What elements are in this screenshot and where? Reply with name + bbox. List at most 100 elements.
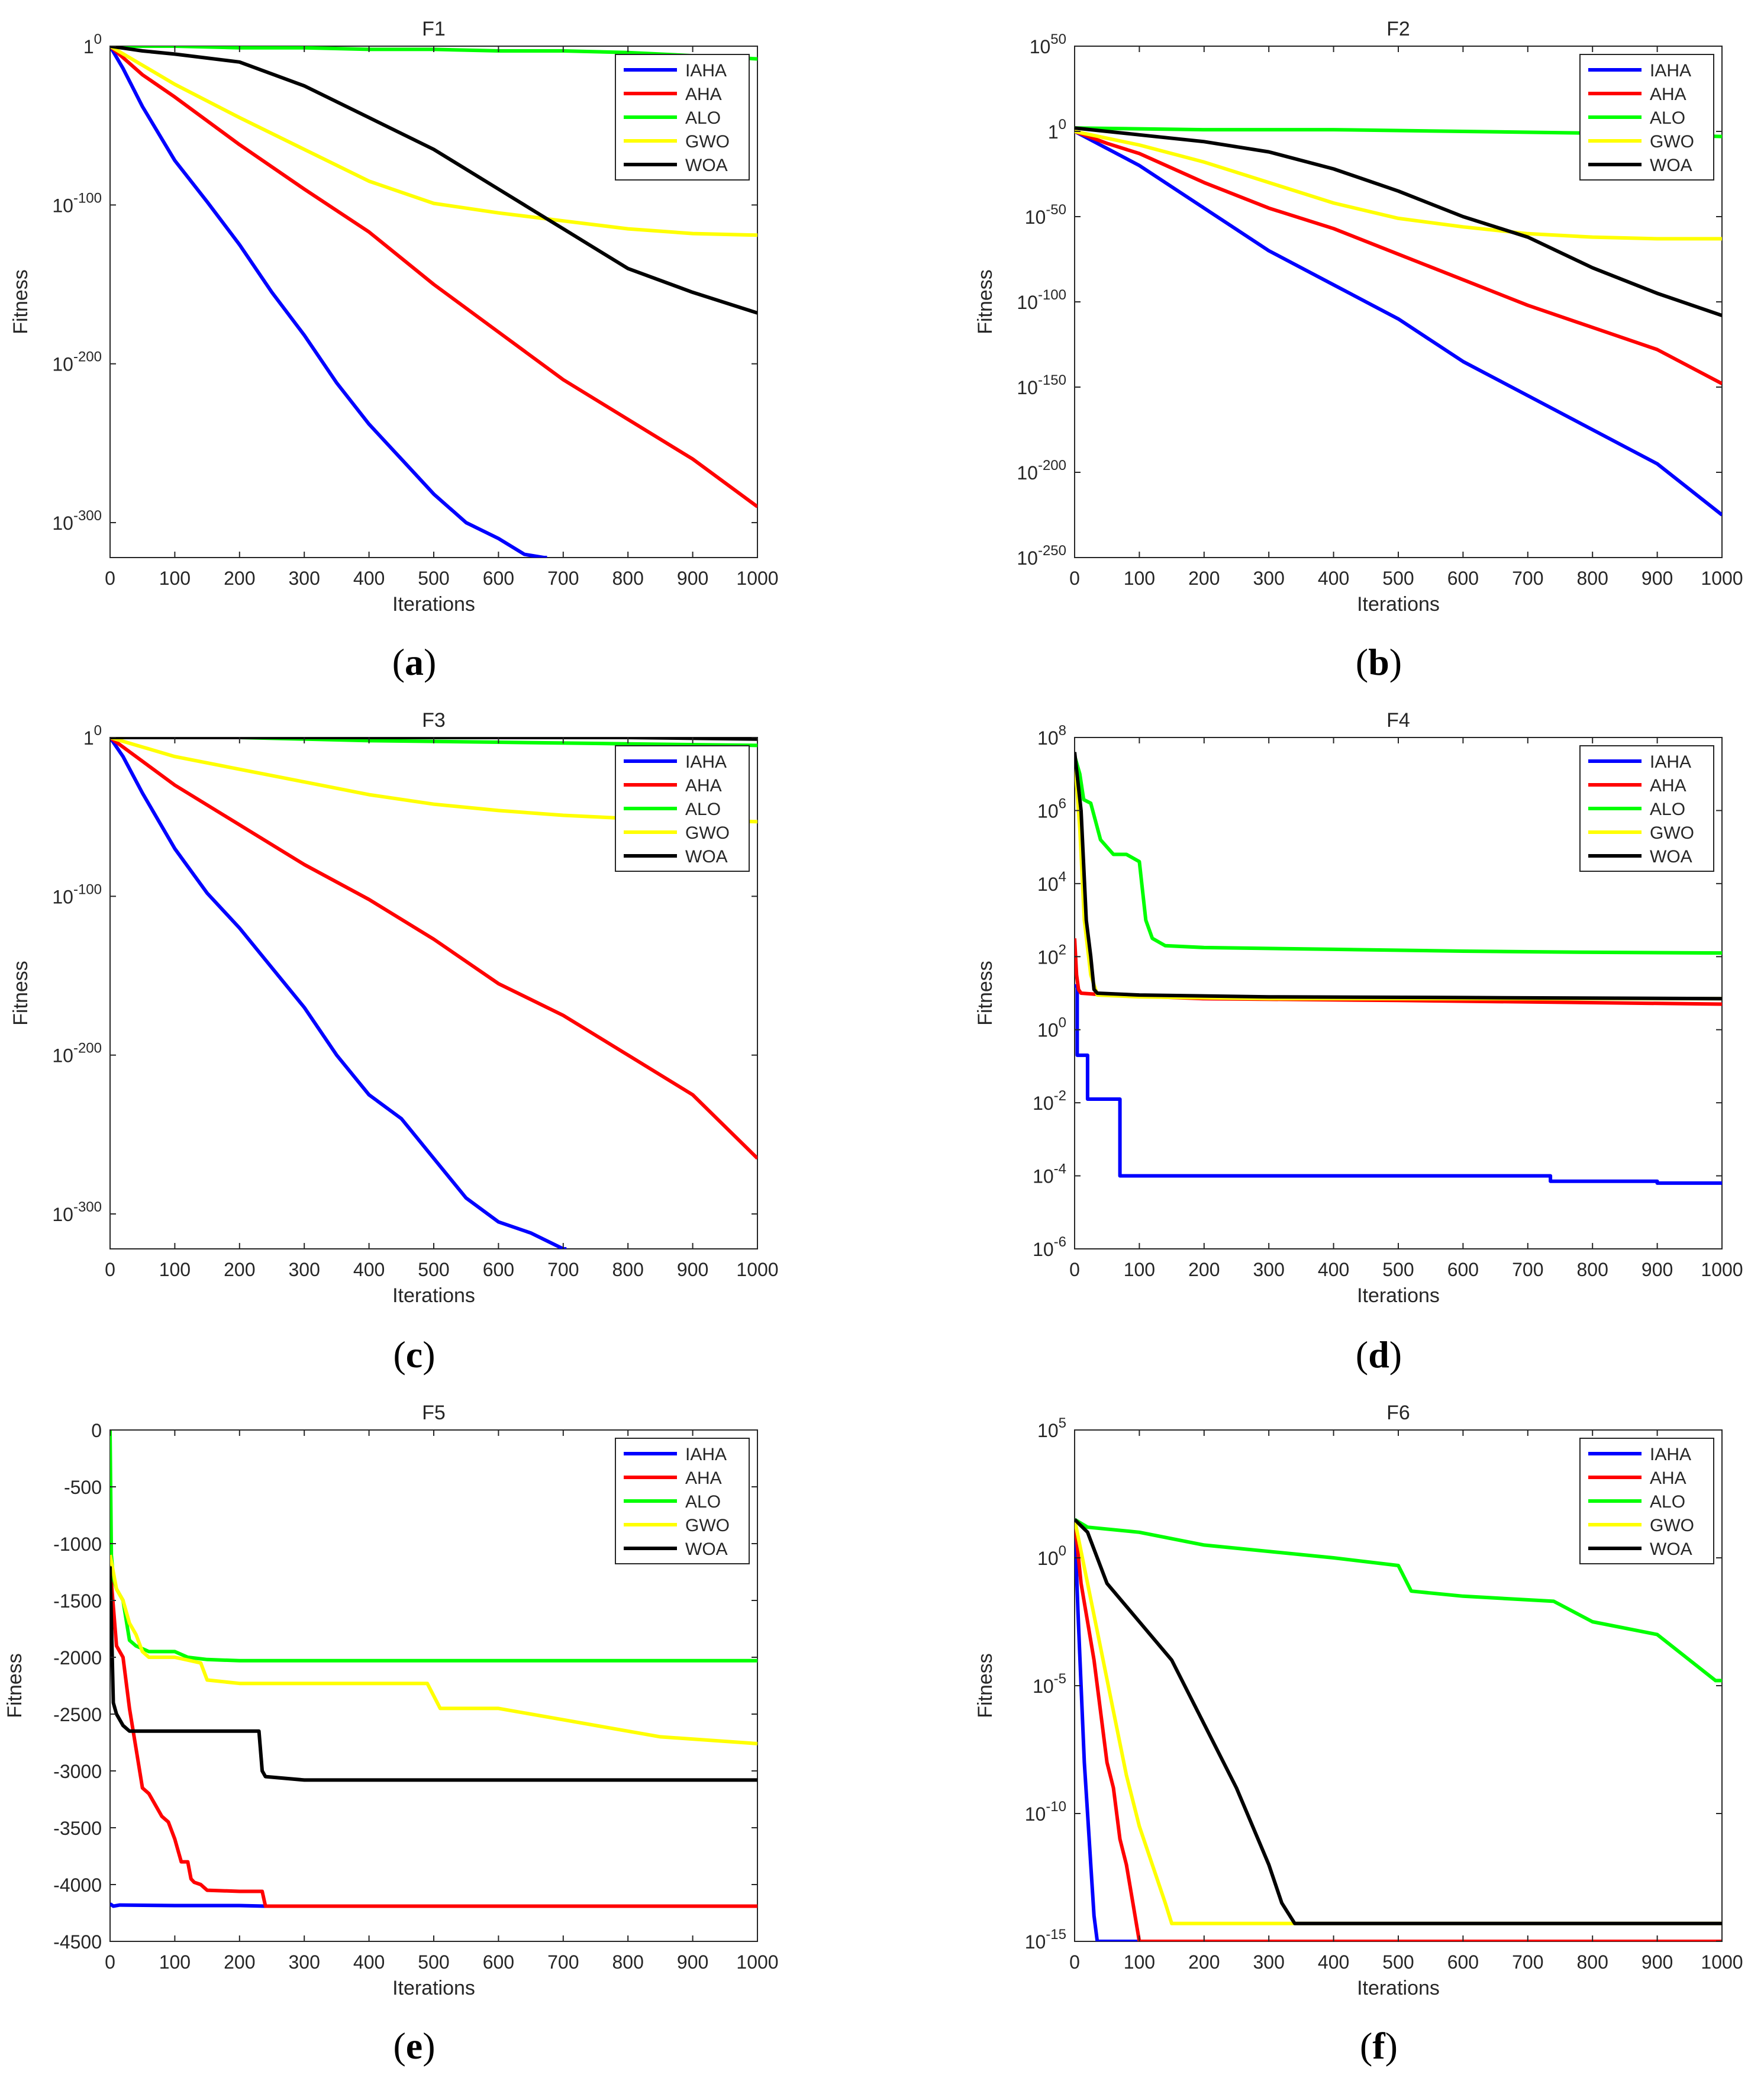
legend-label-woa: WOA <box>1650 156 1692 175</box>
legend-label-gwo: GWO <box>685 1516 730 1535</box>
y-tick-label: -3500 <box>53 1818 102 1839</box>
x-tick-label: 300 <box>1253 1951 1285 1973</box>
panel-label: (a) <box>392 641 437 683</box>
y-axis-label: Fitness <box>4 1653 26 1718</box>
x-tick-label: 0 <box>105 568 115 589</box>
x-tick-label: 700 <box>547 1259 579 1280</box>
y-tick-label: 10 <box>1048 117 1066 143</box>
x-tick-label: 900 <box>677 568 708 589</box>
y-tick-label: 10-100 <box>1017 287 1066 313</box>
x-tick-label: 700 <box>547 568 579 589</box>
chart-title: F6 <box>1386 1402 1410 1424</box>
x-tick-label: 1000 <box>1701 568 1743 589</box>
series-line-iaha <box>110 737 567 1249</box>
series-line-iaha <box>1075 1519 1722 1941</box>
chart-title: F2 <box>1386 18 1410 40</box>
panel-label: (f) <box>1360 2025 1398 2067</box>
chart-panel-f1: 0 100 200 300 400 500 600 700 800 900 1000 10 10-100… <box>9 18 779 683</box>
x-tick-label: 300 <box>289 1951 320 1973</box>
y-tick-label: 10-100 <box>52 190 102 216</box>
y-tick-label: 102 <box>1037 942 1066 968</box>
legend-label-alo: ALO <box>685 108 721 128</box>
x-tick-label: 900 <box>677 1951 708 1973</box>
legend-label-aha: AHA <box>685 776 722 795</box>
y-tick-label: 105 <box>1037 1415 1066 1441</box>
x-axis-label: Iterations <box>392 1977 475 1999</box>
series-line-alo <box>1075 755 1722 955</box>
x-tick-label: 500 <box>418 1951 449 1973</box>
x-tick-label: 600 <box>483 1951 514 1973</box>
y-tick-label: -2500 <box>53 1704 102 1725</box>
x-tick-label: 700 <box>547 1951 579 1973</box>
series-line-woa <box>110 46 757 315</box>
y-tick-label: 10-100 <box>52 881 102 907</box>
x-tick-label: 400 <box>1318 568 1349 589</box>
series-line-aha <box>1075 1519 1722 1941</box>
chart-panel-f2: 0 100 200 300 400 500 600 700 800 900 1000 1050 10 10… <box>974 18 1743 683</box>
legend-label-iaha: IAHA <box>685 1445 727 1464</box>
legend-label-alo: ALO <box>1650 1492 1685 1512</box>
x-tick-label: 800 <box>612 568 644 589</box>
x-tick-label: 600 <box>1447 1259 1479 1280</box>
y-axis-label: Fitness <box>9 269 32 334</box>
legend-label-woa: WOA <box>1650 847 1692 867</box>
x-tick-label: 0 <box>1069 1259 1080 1280</box>
x-tick-label: 0 <box>105 1259 115 1280</box>
x-tick-label: 200 <box>1188 1951 1220 1973</box>
legend: IAHA AHA ALO GWO WOA <box>615 54 750 181</box>
legend: IAHA AHA ALO GWO WOA <box>615 745 750 872</box>
legend-label-gwo: GWO <box>685 132 730 152</box>
x-tick-label: 0 <box>1069 1951 1080 1973</box>
x-tick-label: 400 <box>353 1951 385 1973</box>
y-tick-label: 104 <box>1037 869 1066 895</box>
x-axis-label: Iterations <box>392 593 475 616</box>
y-axis-label: Fitness <box>974 269 997 334</box>
y-tick-label: -1000 <box>53 1534 102 1555</box>
y-tick-label: 10-15 <box>1025 1927 1066 1953</box>
y-axis-label: Fitness <box>974 961 997 1026</box>
y-tick-label: 10-300 <box>52 1199 102 1225</box>
legend: IAHA AHA ALO GWO WOA <box>1579 745 1714 872</box>
y-tick-label: -500 <box>64 1477 102 1498</box>
y-tick-label: 106 <box>1037 795 1066 822</box>
x-tick-label: 600 <box>483 568 514 589</box>
y-tick-label: 100 <box>1037 1543 1066 1569</box>
legend-label-aha: AHA <box>1650 85 1686 104</box>
legend-label-aha: AHA <box>685 1468 722 1488</box>
legend-label-alo: ALO <box>1650 108 1685 128</box>
x-axis-label: Iterations <box>1357 1284 1440 1307</box>
legend-label-iaha: IAHA <box>685 61 727 80</box>
x-tick-label: 700 <box>1512 1259 1543 1280</box>
y-tick-label: -2000 <box>53 1647 102 1669</box>
x-tick-label: 0 <box>1069 568 1080 589</box>
x-tick-label: 200 <box>224 1951 255 1973</box>
chart-title: F4 <box>1386 709 1410 732</box>
series-line-woa <box>1075 752 1722 1001</box>
y-tick-label: 10-4 <box>1033 1161 1066 1187</box>
legend-label-gwo: GWO <box>1650 823 1694 843</box>
y-tick-label: 10-2 <box>1033 1088 1066 1114</box>
legend-label-iaha: IAHA <box>685 752 727 772</box>
x-tick-label: 100 <box>159 1951 191 1973</box>
chart-title: F3 <box>422 709 446 732</box>
x-tick-label: 200 <box>1188 568 1220 589</box>
x-tick-label: 900 <box>677 1259 708 1280</box>
x-tick-label: 200 <box>224 1259 255 1280</box>
y-tick-label: -3000 <box>53 1761 102 1782</box>
x-tick-label: 100 <box>159 568 191 589</box>
x-tick-label: 100 <box>1124 1259 1155 1280</box>
y-tick-label: 10-10 <box>1025 1799 1066 1825</box>
x-tick-label: 800 <box>1577 1259 1608 1280</box>
series-line-woa <box>1075 126 1722 317</box>
x-tick-label: 500 <box>418 1259 449 1280</box>
x-tick-label: 1000 <box>736 568 778 589</box>
panel-label: (d) <box>1356 1334 1402 1376</box>
x-tick-label: 500 <box>418 568 449 589</box>
y-tick-label: 0 <box>91 1420 102 1441</box>
x-tick-label: 800 <box>1577 568 1608 589</box>
x-tick-label: 400 <box>353 568 385 589</box>
x-tick-label: 1000 <box>1701 1259 1743 1280</box>
x-tick-label: 400 <box>1318 1259 1349 1280</box>
panel-label: (e) <box>393 2025 435 2067</box>
